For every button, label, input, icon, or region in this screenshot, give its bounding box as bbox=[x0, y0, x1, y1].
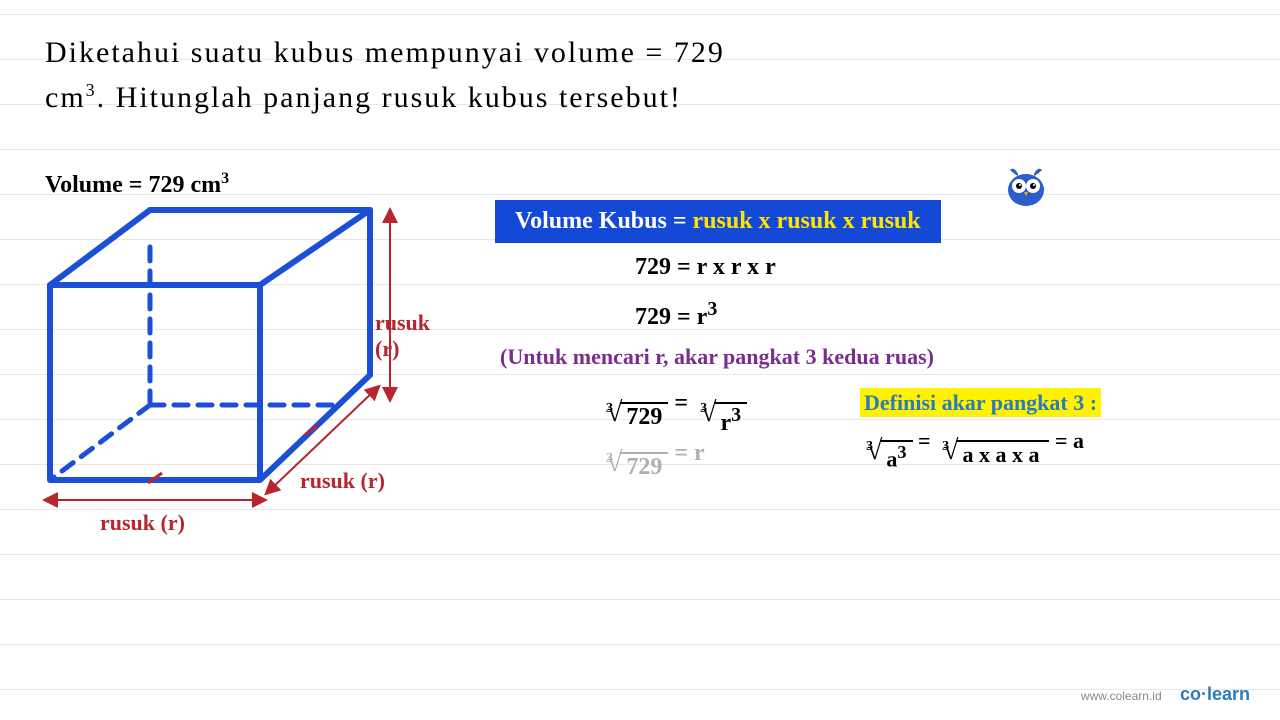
problem-line2-prefix: cm bbox=[45, 81, 86, 114]
footer: www.colearn.id co·learn bbox=[1081, 684, 1250, 705]
formula-highlight: rusuk x rusuk x rusuk bbox=[693, 208, 921, 234]
volume-formula-box: Volume Kubus = rusuk x rusuk x rusuk bbox=[495, 200, 941, 243]
cube-diagram: rusuk (r) rusuk (r) rusuk (r) bbox=[40, 200, 420, 550]
edge-label-height: rusuk (r) bbox=[375, 310, 430, 362]
given-volume: Volume = 729 cm3 bbox=[45, 170, 229, 199]
calc-step3: 3 √ 729 = 3 √ r3 bbox=[600, 390, 747, 437]
problem-line1: Diketahui suatu kubus mempunyai volume =… bbox=[45, 36, 725, 69]
owl-mascot bbox=[1000, 160, 1050, 210]
problem-line2-suffix: . Hitunglah panjang rusuk kubus tersebut… bbox=[97, 81, 682, 114]
problem-line2-exp: 3 bbox=[86, 80, 97, 100]
footer-brand: co·learn bbox=[1180, 684, 1250, 704]
calc-step1: 729 = r x r x r bbox=[635, 254, 776, 281]
edge-label-width: rusuk (r) bbox=[100, 510, 185, 536]
definition-box: Definisi akar pangkat 3 : 3 √ a3 = 3 √ a… bbox=[860, 390, 1101, 472]
explanation-text: (Untuk mencari r, akar pangkat 3 kedua r… bbox=[500, 344, 934, 370]
edge-label-depth: rusuk (r) bbox=[300, 468, 385, 494]
formula-prefix: Volume Kubus = bbox=[515, 208, 693, 234]
footer-url: www.colearn.id bbox=[1081, 689, 1162, 703]
calc-step2: 729 = r3 bbox=[635, 298, 717, 331]
problem-statement: Diketahui suatu kubus mempunyai volume =… bbox=[45, 30, 1030, 120]
calc-step4: 3 √ 729 = r bbox=[600, 440, 705, 481]
definition-title: Definisi akar pangkat 3 : bbox=[860, 388, 1101, 417]
